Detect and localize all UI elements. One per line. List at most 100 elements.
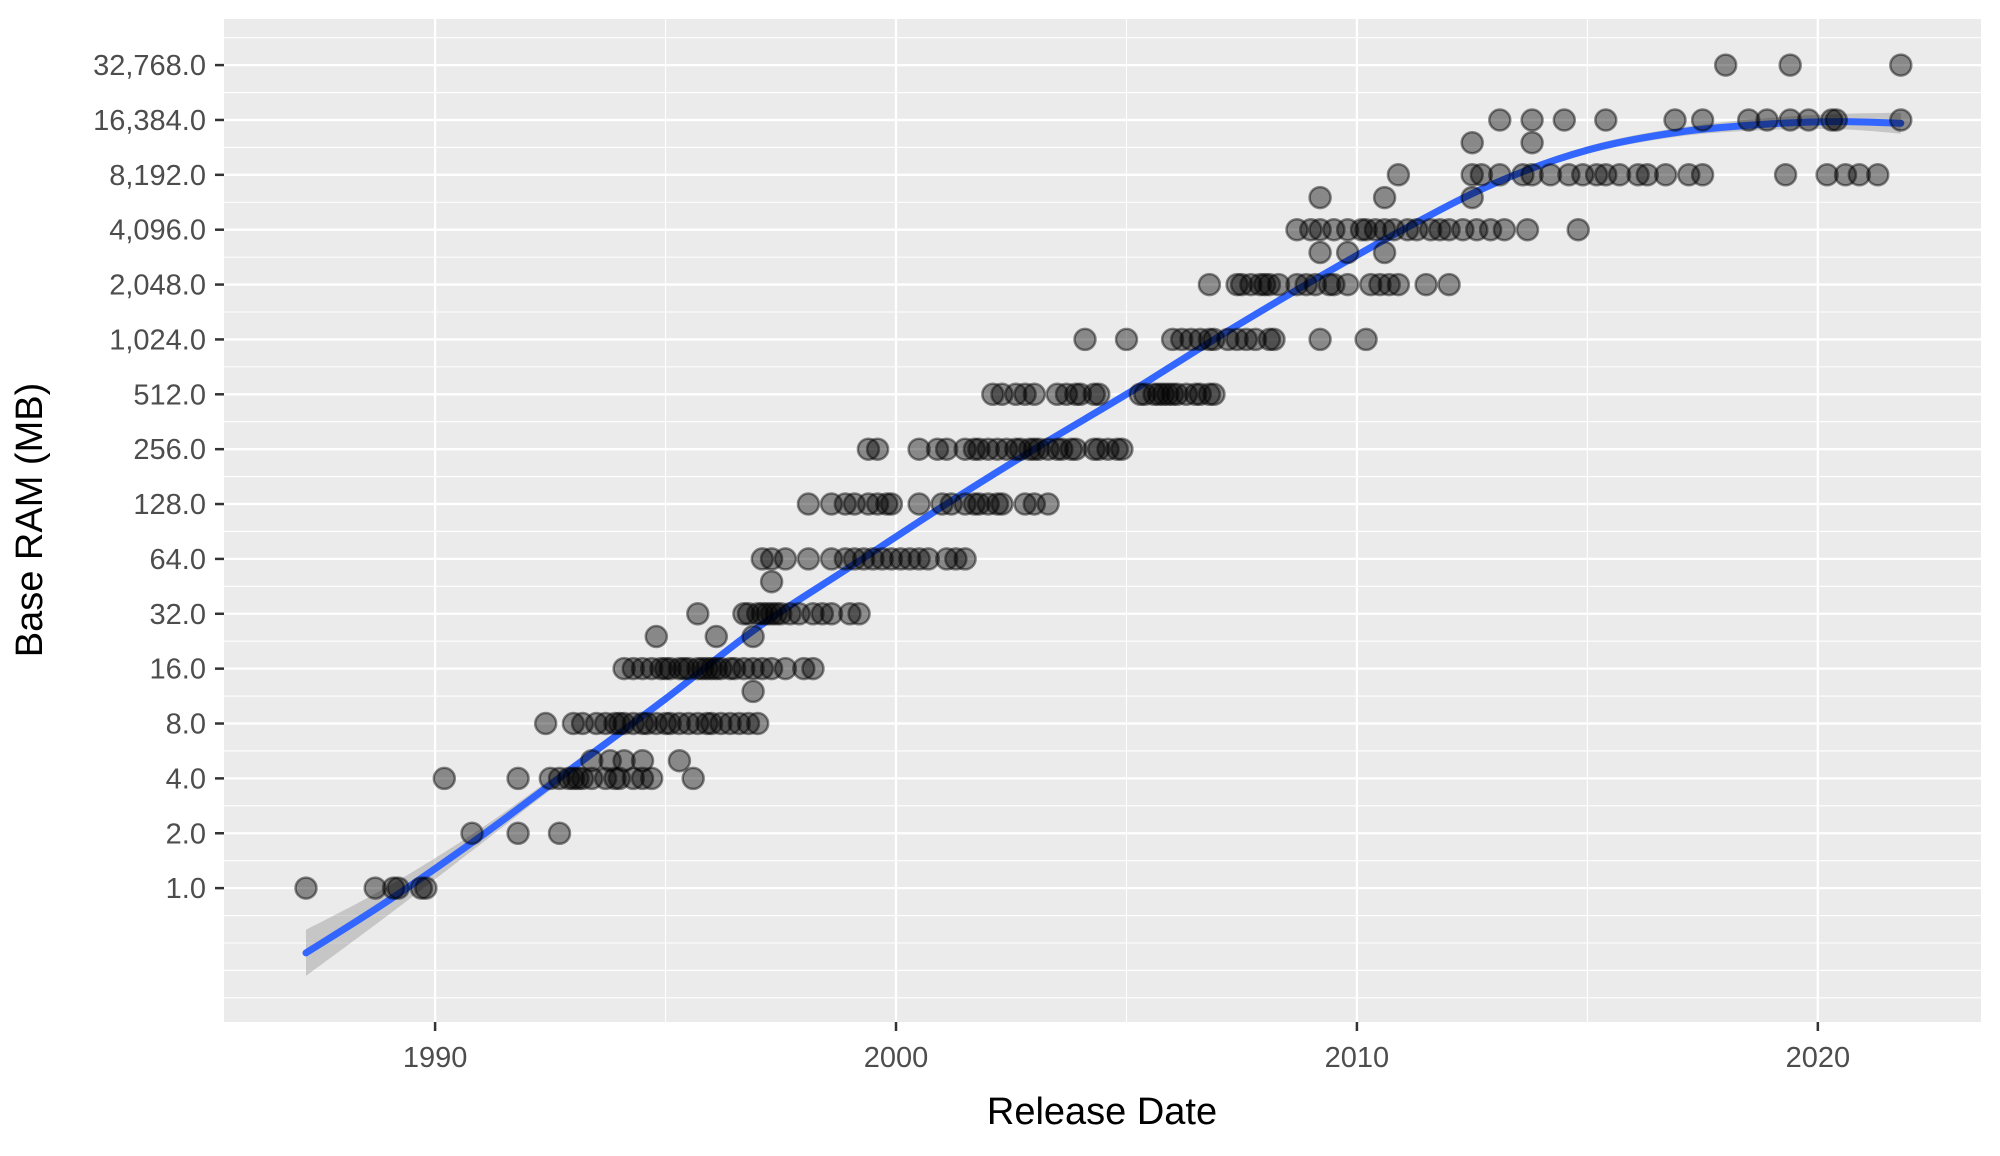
data-point [1460, 163, 1484, 187]
data-point [547, 766, 572, 791]
data-point [773, 547, 798, 571]
data-point [607, 711, 632, 736]
data-point [981, 382, 1005, 407]
y-tick-label: 4,096.0 [109, 215, 206, 247]
data-point [639, 766, 664, 791]
data-point [639, 656, 664, 681]
data-point [630, 711, 655, 736]
data-point [1377, 272, 1401, 297]
data-point [1653, 163, 1678, 187]
data-point [704, 656, 729, 681]
data-point [1317, 272, 1342, 297]
data-point [1520, 163, 1544, 187]
data-point [709, 656, 733, 681]
data-point [612, 711, 636, 736]
data-point [653, 711, 678, 736]
data-point [584, 711, 609, 736]
data-point [934, 547, 959, 571]
data-point [879, 492, 904, 516]
data-point [1073, 327, 1097, 352]
data-point [1359, 272, 1383, 297]
data-point [1663, 108, 1687, 132]
data-point [727, 711, 752, 736]
data-point [667, 748, 692, 773]
data-point [796, 547, 821, 571]
data-point [1170, 327, 1194, 352]
data-point [667, 656, 692, 681]
data-point [1059, 437, 1083, 461]
x-tick-label: 1990 [403, 1042, 468, 1074]
data-point [1557, 163, 1581, 187]
data-point [750, 602, 775, 626]
data-point [1889, 108, 1913, 132]
data-point [1584, 163, 1609, 187]
x-tick-label: 2000 [864, 1042, 929, 1074]
data-point [870, 547, 894, 571]
data-point [1469, 163, 1494, 187]
data-point [741, 656, 765, 681]
data-point [1815, 163, 1839, 187]
data-point [967, 437, 991, 461]
data-point [769, 602, 793, 626]
data-point [994, 437, 1019, 461]
data-point [759, 602, 784, 626]
data-point [1488, 108, 1512, 132]
data-point [432, 766, 457, 791]
data-point [699, 711, 724, 736]
data-point [621, 656, 646, 681]
data-point [653, 656, 678, 681]
data-point [1197, 327, 1222, 352]
data-point [833, 547, 858, 571]
data-point [1022, 437, 1047, 461]
data-point [810, 602, 835, 626]
data-point [1773, 163, 1798, 187]
data-point [1889, 53, 1913, 77]
data-point [953, 492, 977, 516]
data-point [1824, 108, 1849, 132]
data-point [879, 547, 904, 571]
data-point [796, 492, 821, 516]
data-point [686, 602, 710, 626]
data-point [1188, 382, 1212, 407]
data-point [630, 748, 655, 773]
data-point [1174, 382, 1199, 407]
data-point [925, 437, 950, 461]
data-point [1234, 327, 1259, 352]
data-point [603, 766, 627, 791]
data-point [1257, 327, 1282, 352]
data-point [676, 711, 701, 736]
data-point [612, 748, 636, 773]
data-point [1322, 217, 1346, 242]
data-point [649, 656, 673, 681]
data-point [1335, 217, 1360, 242]
data-point [851, 547, 876, 571]
data-point [934, 437, 959, 461]
data-point [842, 492, 867, 516]
data-point [1414, 272, 1438, 297]
data-point [976, 492, 1000, 516]
data-point [1243, 327, 1268, 352]
data-point [557, 766, 581, 791]
data-point [294, 876, 318, 900]
data-point [722, 656, 747, 681]
y-axis-title: Base RAM (MB) [9, 383, 51, 657]
data-point [833, 492, 858, 516]
data-point [1087, 437, 1111, 461]
data-point [1386, 163, 1411, 187]
data-point [414, 876, 438, 900]
data-point [759, 656, 784, 681]
data-point [787, 602, 811, 626]
data-point [607, 766, 632, 791]
data-point [1294, 272, 1318, 297]
data-point [1160, 327, 1185, 352]
data-point [1156, 382, 1180, 407]
data-point [1492, 217, 1517, 242]
data-point [962, 492, 987, 516]
data-point [865, 492, 890, 516]
data-point [409, 876, 434, 900]
data-point [460, 821, 484, 846]
data-point [686, 711, 710, 736]
data-point [630, 656, 655, 681]
data-point [1349, 217, 1374, 242]
data-point [1308, 217, 1332, 242]
